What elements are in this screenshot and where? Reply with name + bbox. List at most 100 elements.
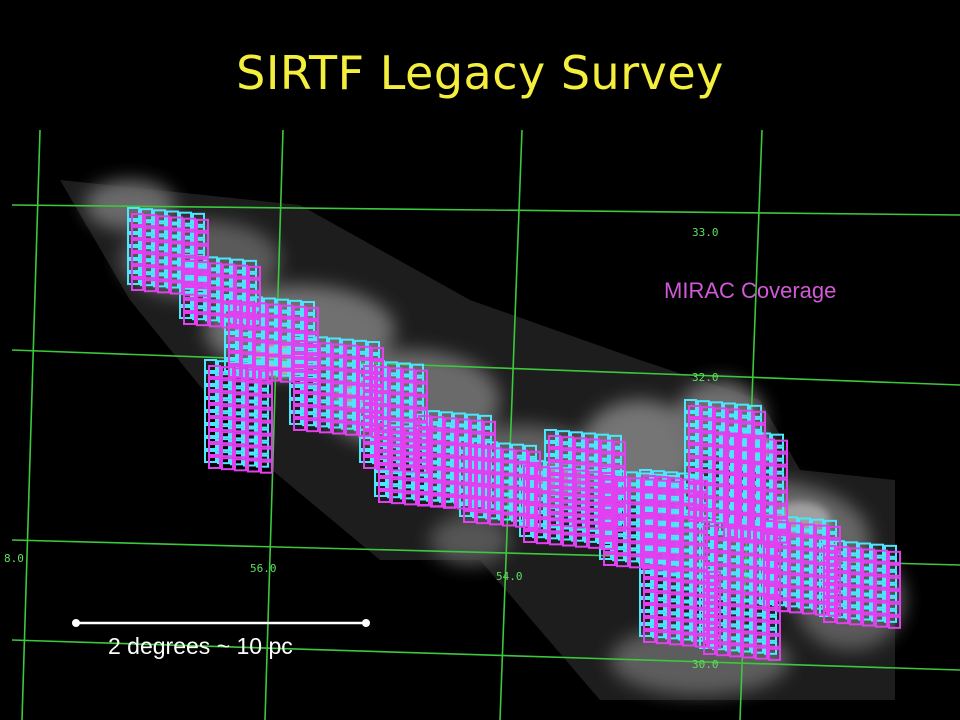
mirac-tile <box>561 514 574 528</box>
mirac-tile <box>489 447 502 461</box>
mirac-tile <box>267 303 280 317</box>
mirac-tile <box>196 231 209 245</box>
mirac-tile <box>402 407 415 421</box>
mirac-tile <box>768 634 781 648</box>
mirac-tile <box>682 543 695 557</box>
mirac-tile <box>723 513 736 526</box>
mirac-tile <box>775 439 788 453</box>
mirac-tile <box>363 443 376 456</box>
mirac-tile <box>603 540 616 553</box>
mirac-tile <box>332 343 345 357</box>
mirac-tile <box>682 530 695 544</box>
mirac-tile <box>523 491 536 504</box>
mirac-tile <box>209 288 222 302</box>
mirac-tile <box>144 279 157 293</box>
mirac-tile <box>789 574 802 588</box>
mirac-tile <box>260 369 273 383</box>
mirac-tile <box>574 450 587 464</box>
mirac-tile <box>371 347 384 361</box>
mirac-tile <box>523 465 536 478</box>
mirac-tile <box>489 473 502 487</box>
mirac-tile <box>561 475 574 489</box>
mirac-tile <box>729 540 742 554</box>
mirac-tile <box>688 444 701 457</box>
mirac-tile <box>196 244 209 258</box>
mirac-tile <box>762 451 775 465</box>
mirac-tile <box>280 356 293 370</box>
mirac-tile <box>183 243 196 257</box>
mirac-tile <box>404 453 417 467</box>
mirac-tile <box>616 476 629 490</box>
mirac-tile <box>656 579 669 593</box>
mirac-tile <box>753 410 766 424</box>
mirac-tile <box>260 408 273 422</box>
mirac-tile <box>736 475 749 489</box>
mirac-tile <box>523 478 536 491</box>
mirac-tile <box>241 301 254 315</box>
mirac-tile <box>763 520 776 533</box>
mirac-tile <box>431 481 444 495</box>
mirac-tile <box>208 365 221 378</box>
mirac-tile <box>247 394 260 408</box>
mirac-tile <box>562 533 575 547</box>
mirac-tile <box>221 418 234 432</box>
mirac-tile <box>293 305 306 319</box>
mirac-tile <box>682 568 695 582</box>
mirac-tile <box>378 425 391 438</box>
mirac-tile <box>293 392 306 405</box>
mirac-tile <box>209 301 222 315</box>
mirac-tile <box>776 599 789 613</box>
mirac-tile <box>196 313 209 327</box>
mirac-tile <box>254 328 267 342</box>
mirac-tile <box>755 594 768 608</box>
mirac-tile <box>789 522 802 536</box>
mirac-tile <box>775 491 788 505</box>
mirac-tile <box>196 261 209 275</box>
mirac-tile <box>502 500 515 514</box>
mirac-tile <box>260 421 273 435</box>
mirac-tile <box>221 366 234 380</box>
mirac-tile <box>616 502 629 516</box>
mirac-tile <box>755 542 768 556</box>
mirac-tile <box>823 558 836 571</box>
mirac-tile <box>603 501 616 514</box>
mirac-tile <box>247 433 260 447</box>
mirac-tile <box>306 406 319 420</box>
mirac-tile <box>293 418 306 431</box>
mirac-tile <box>254 315 267 329</box>
mirac-tile <box>345 383 358 397</box>
mirac-tile <box>489 460 502 474</box>
mirac-tile <box>701 471 714 485</box>
mirac-tile <box>306 393 319 407</box>
scale-bar-label: 2 degrees ~ 10 pc <box>108 633 293 659</box>
mirac-tile <box>629 529 642 543</box>
mirac-tile <box>762 464 775 478</box>
mirac-tile <box>418 480 431 493</box>
mirac-tile <box>708 583 721 597</box>
mirac-tile <box>523 530 536 543</box>
mirac-tile <box>643 475 656 488</box>
mirac-tile <box>729 618 742 632</box>
mirac-tile <box>749 502 762 516</box>
mirac-tile <box>616 489 629 503</box>
mirac-tile <box>574 463 587 477</box>
mirac-tile <box>669 542 682 556</box>
mirac-tile <box>603 475 616 488</box>
mirac-tile <box>695 608 708 622</box>
scale-bar <box>72 619 370 627</box>
mirac-tile <box>656 528 669 542</box>
mirac-tile <box>682 607 695 621</box>
mirac-tile <box>714 446 727 460</box>
mirac-tile <box>402 394 415 408</box>
mirac-tile <box>587 490 600 504</box>
mirac-tile <box>196 274 209 288</box>
mirac-tile <box>656 489 669 503</box>
mirac-tile <box>802 575 815 589</box>
mirac-tile <box>548 487 561 500</box>
mirac-tile <box>502 448 515 462</box>
mirac-tile <box>629 477 642 491</box>
mirac-tile <box>688 509 701 522</box>
mirac-tile <box>306 333 319 347</box>
mirac-tile <box>157 280 170 294</box>
mirac-tile <box>603 514 616 527</box>
